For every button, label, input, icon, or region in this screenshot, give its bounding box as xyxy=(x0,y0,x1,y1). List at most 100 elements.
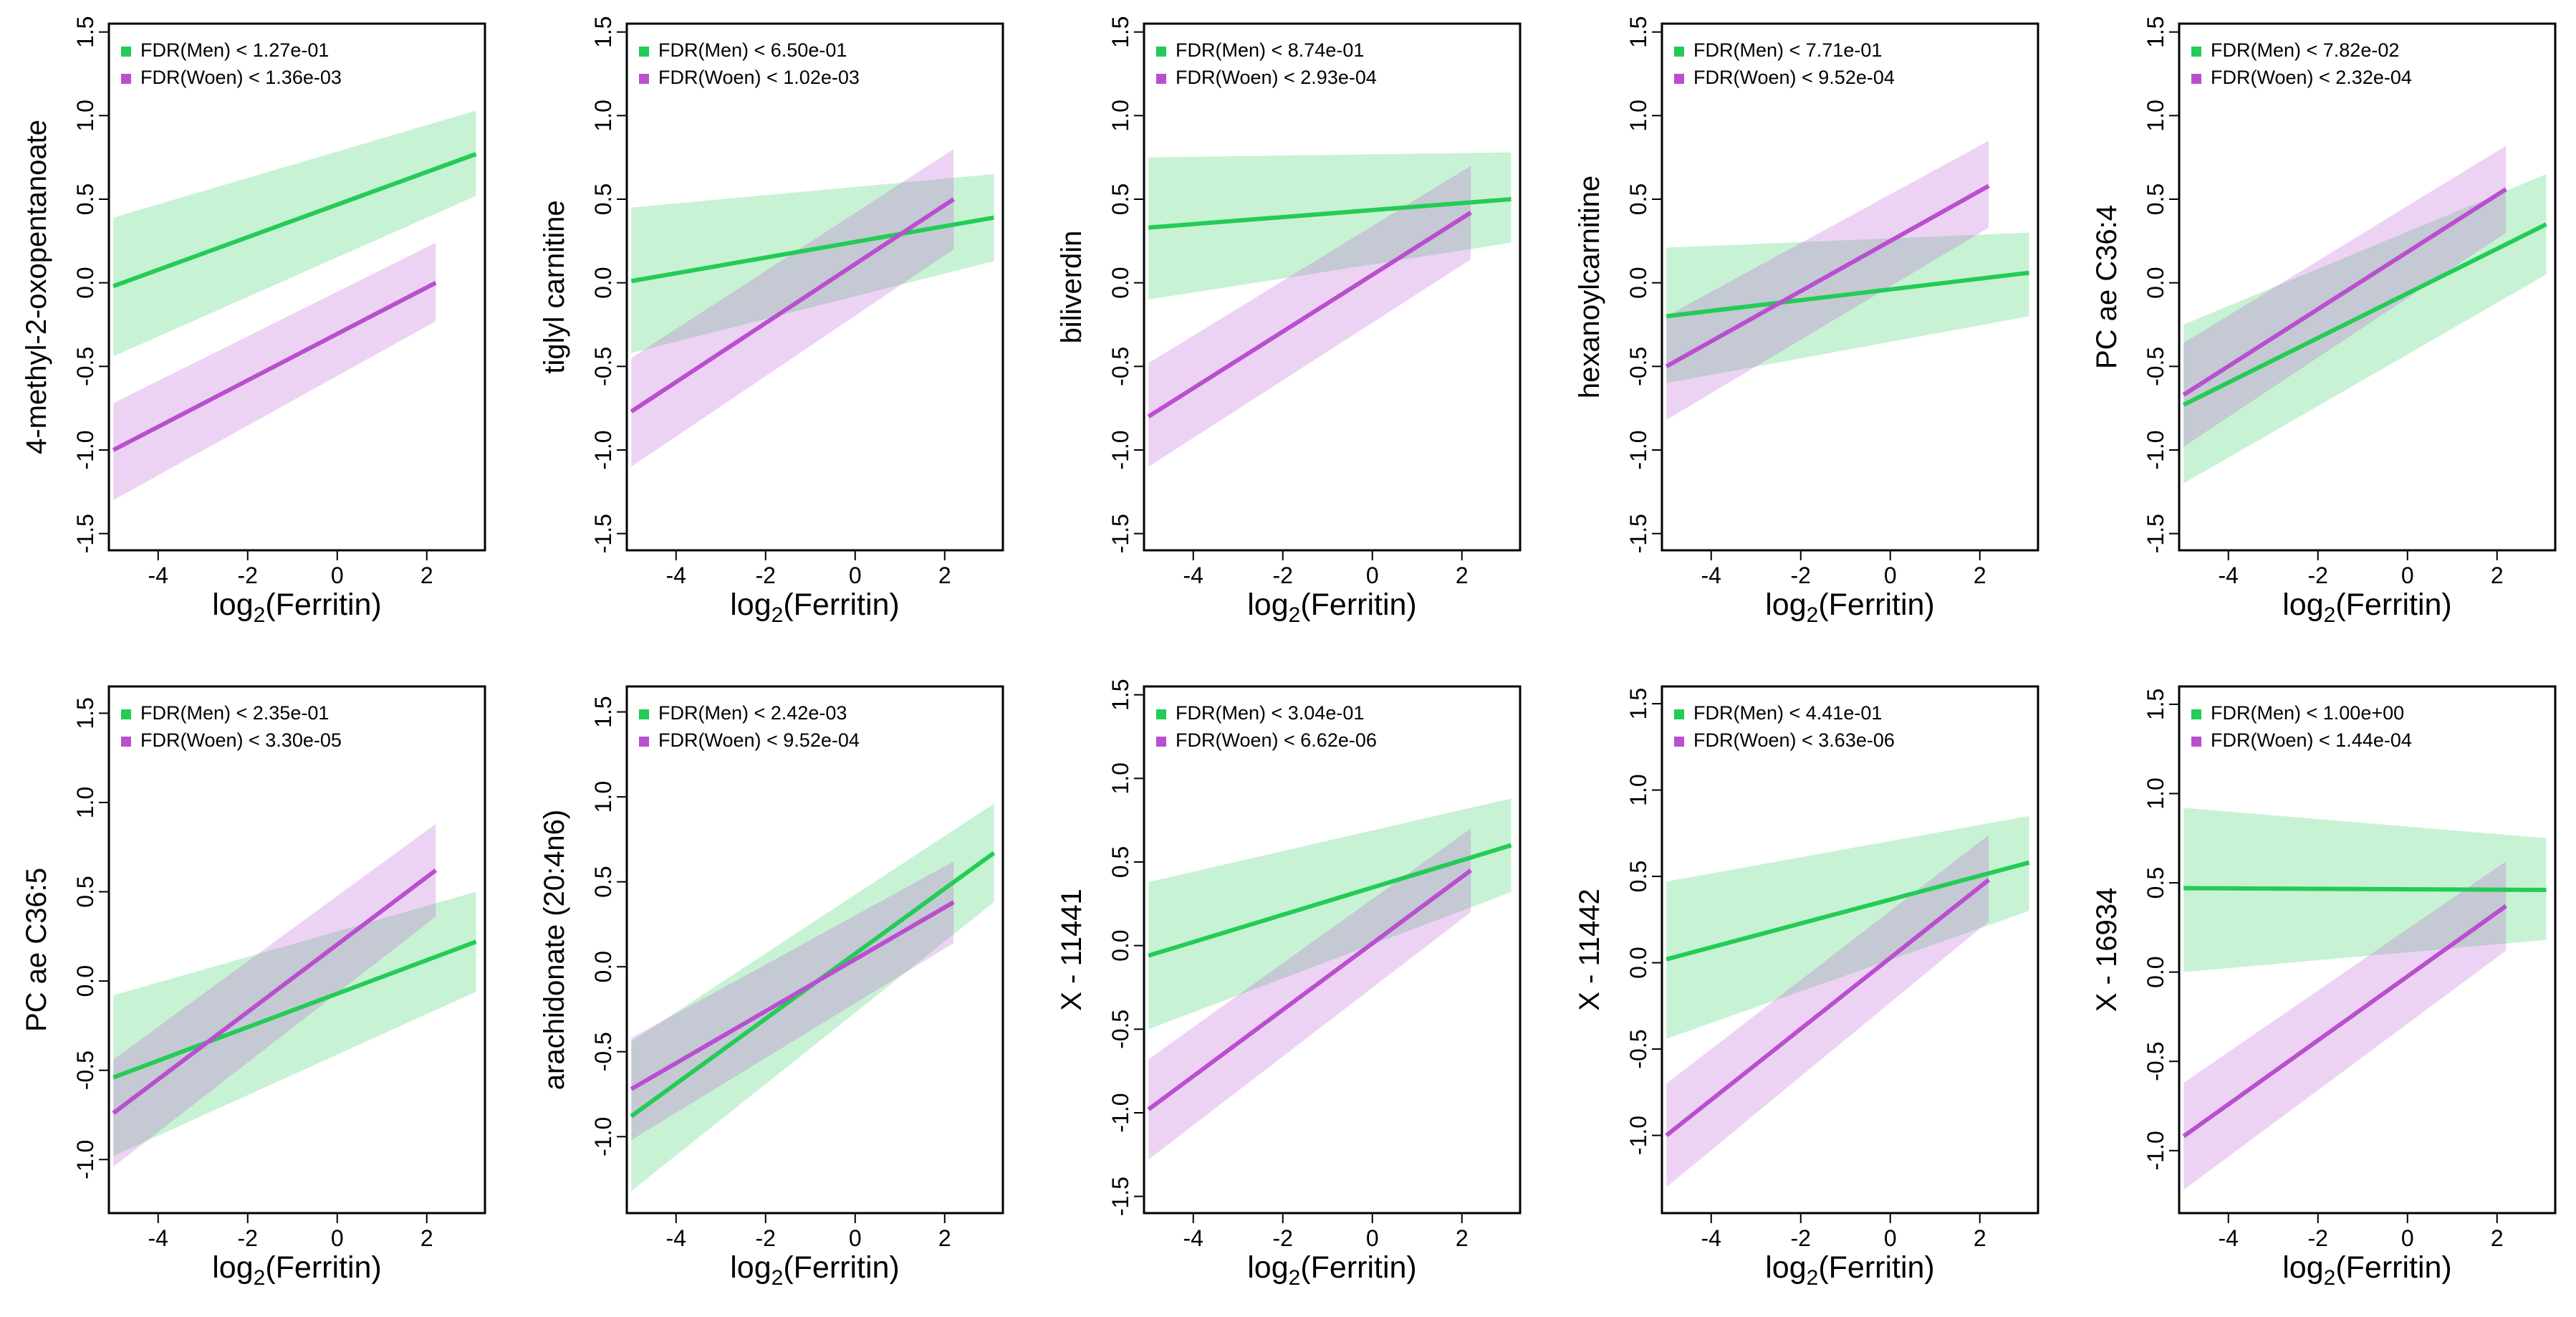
y-tick-label: 1.5 xyxy=(1625,16,1651,47)
y-tick-label: -1.0 xyxy=(1107,1093,1133,1132)
x-axis-label: log2(Ferritin) xyxy=(1247,588,1417,627)
x-tick-label: -4 xyxy=(148,562,168,588)
ci-band-men xyxy=(2183,174,2547,484)
x-tick-label: -2 xyxy=(238,562,258,588)
y-tick-label: 0.0 xyxy=(590,951,616,982)
x-tick-label: -4 xyxy=(2219,1225,2239,1251)
x-tick-label: 2 xyxy=(1974,562,1986,588)
legend-key-women xyxy=(121,737,131,747)
y-tick-label: -0.5 xyxy=(1107,1010,1133,1049)
ci-band-women xyxy=(2183,861,2507,1190)
y-tick-label: 0.0 xyxy=(1107,929,1133,961)
legend-label-women: FDR(Woen) < 3.30e-05 xyxy=(140,729,342,751)
x-tick-label: 2 xyxy=(420,562,433,588)
y-axis-label: hexanoylcarnitine xyxy=(1574,176,1605,398)
legend-label-men: FDR(Men) < 7.71e-01 xyxy=(1693,39,1882,61)
regression-line-women xyxy=(2182,904,2507,1139)
regression-line-men xyxy=(630,215,995,284)
y-tick-label: -1.0 xyxy=(1625,1116,1651,1155)
y-axis-label: X - 11442 xyxy=(1574,889,1605,1011)
regression-line-men xyxy=(1148,197,1512,230)
y-tick-label: 1.5 xyxy=(1625,688,1651,719)
x-tick-label: 0 xyxy=(331,1225,344,1251)
x-tick-label: 0 xyxy=(2401,1225,2414,1251)
y-axis-label: tiglyl carnitine xyxy=(539,200,570,373)
plot-border xyxy=(2178,22,2557,552)
x-tick-label: 2 xyxy=(938,1225,951,1251)
y-tick-label: 1.0 xyxy=(1625,774,1651,805)
y-tick-label: -1.0 xyxy=(590,1117,616,1156)
x-tick-label: 0 xyxy=(331,562,344,588)
plot-border xyxy=(625,685,1004,1215)
ci-band-men xyxy=(1666,232,2029,383)
y-axis-label: X - 11441 xyxy=(1056,889,1087,1011)
y-axis-label: PC ae C36:4 xyxy=(2091,205,2123,369)
legend-label-women: FDR(Woen) < 9.52e-04 xyxy=(1693,67,1895,88)
x-tick-label: 0 xyxy=(1366,1225,1379,1251)
y-tick-label: 0.5 xyxy=(1625,861,1651,892)
ci-band-women xyxy=(1666,835,1989,1187)
y-tick-label: -0.5 xyxy=(2143,347,2168,386)
legend-label-men: FDR(Men) < 6.50e-01 xyxy=(658,39,847,61)
plot-border xyxy=(2178,685,2557,1215)
ci-band-men xyxy=(1148,798,1512,1030)
x-tick-label: 0 xyxy=(1884,562,1897,588)
y-tick-label: 1.0 xyxy=(1107,762,1133,794)
panel-3: FDR(Men) < 8.74e-01 FDR(Woen) < 2.93e-04 -… xyxy=(1056,16,1522,627)
y-tick-label: 1.0 xyxy=(72,787,98,818)
legend-label-women: FDR(Woen) < 2.93e-04 xyxy=(1176,67,1377,88)
y-tick-label: -0.5 xyxy=(72,347,98,386)
x-axis-label: log2(Ferritin) xyxy=(1765,588,1935,627)
legend-label-men: FDR(Men) < 3.04e-01 xyxy=(1176,702,1364,724)
x-axis-label: log2(Ferritin) xyxy=(2282,588,2452,627)
legend-label-men: FDR(Men) < 2.42e-03 xyxy=(658,702,847,724)
legend-label-women: FDR(Woen) < 3.63e-06 xyxy=(1693,729,1895,751)
y-tick-label: -1.0 xyxy=(2143,430,2168,469)
y-tick-label: -0.5 xyxy=(1625,1029,1651,1068)
panel-5: FDR(Men) < 7.82e-02 FDR(Woen) < 2.32e-04 -… xyxy=(2091,16,2557,627)
y-tick-label: 0.0 xyxy=(1107,267,1133,298)
x-axis-label: log2(Ferritin) xyxy=(2282,1250,2452,1290)
y-tick-label: 0.5 xyxy=(590,183,616,215)
y-tick-label: -1.5 xyxy=(2143,514,2168,553)
panel-1: FDR(Men) < 1.27e-01 FDR(Woen) < 1.36e-03 -… xyxy=(21,16,486,627)
y-tick-label: 1.5 xyxy=(2143,16,2168,47)
legend-key-men xyxy=(121,709,131,719)
panel-4: FDR(Men) < 7.71e-01 FDR(Woen) < 9.52e-04 -… xyxy=(1574,16,2039,627)
ci-band-men xyxy=(113,891,476,1156)
y-axis-label: PC ae C36:5 xyxy=(21,868,52,1032)
x-tick-label: 2 xyxy=(938,562,951,588)
legend-key-men xyxy=(1674,47,1684,57)
y-tick-label: -1.5 xyxy=(1625,514,1651,553)
x-axis-label: log2(Ferritin) xyxy=(212,588,382,627)
y-tick-label: 0.5 xyxy=(1107,846,1133,878)
y-tick-label: -1.0 xyxy=(1625,430,1651,469)
y-tick-label: 0.0 xyxy=(1625,267,1651,298)
plot-border xyxy=(1143,22,1522,552)
y-tick-label: -1.5 xyxy=(590,514,616,553)
x-tick-label: -2 xyxy=(238,1225,258,1251)
x-tick-label: 0 xyxy=(2401,562,2414,588)
ci-band-men xyxy=(1666,815,2029,1039)
regression-line-men xyxy=(1148,843,1512,958)
legend-key-women xyxy=(1156,737,1166,747)
x-tick-label: -2 xyxy=(756,562,776,588)
legend-key-women xyxy=(2191,74,2201,84)
legend-label-women: FDR(Woen) < 6.62e-06 xyxy=(1176,729,1377,751)
panel-9: FDR(Men) < 4.41e-01 FDR(Woen) < 3.63e-06 -… xyxy=(1574,685,2039,1290)
x-axis-label: log2(Ferritin) xyxy=(1765,1250,1935,1290)
legend-label-men: FDR(Men) < 1.00e+00 xyxy=(2211,702,2404,724)
y-tick-label: 1.5 xyxy=(590,696,616,727)
legend-key-men xyxy=(1156,47,1166,57)
ci-band-women xyxy=(1148,828,1471,1160)
regression-line-men xyxy=(112,152,477,289)
y-axis-label: X - 16934 xyxy=(2091,888,2123,1012)
legend-label-women: FDR(Woen) < 1.36e-03 xyxy=(140,67,342,88)
x-axis-label: log2(Ferritin) xyxy=(212,1250,382,1290)
y-tick-label: 0.5 xyxy=(72,183,98,215)
ci-band-men xyxy=(113,110,476,357)
panel-6: FDR(Men) < 2.35e-01 FDR(Woen) < 3.30e-05 -… xyxy=(21,685,486,1290)
regression-line-women xyxy=(2182,187,2507,397)
regression-line-men xyxy=(1666,860,2030,962)
x-tick-label: 0 xyxy=(1884,1225,1897,1251)
